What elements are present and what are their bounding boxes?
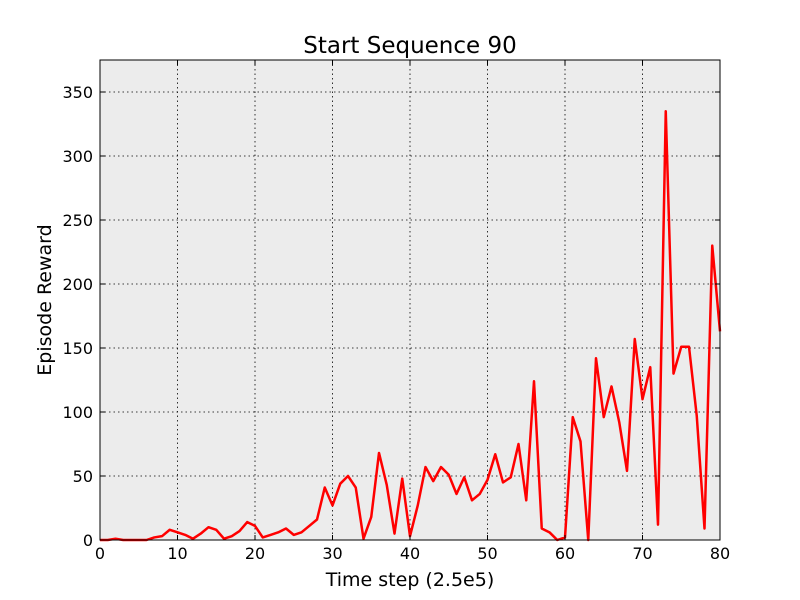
y-tick-label: 350	[62, 83, 93, 102]
grid-lines	[100, 60, 720, 540]
y-tick-label: 150	[62, 339, 93, 358]
y-tick-label: 300	[62, 147, 93, 166]
x-tick-label: 20	[245, 544, 265, 563]
x-tick-label: 40	[400, 544, 420, 563]
y-tick-labels: 0 50 100 150 200 250 300 350	[62, 83, 93, 550]
chart-title: Start Sequence 90	[303, 33, 517, 59]
y-tick-label: 250	[62, 211, 93, 230]
y-axis-title: Episode Reward	[34, 224, 56, 375]
tick-marks	[99, 60, 721, 541]
x-tick-labels: 0 10 20 30 40 50 60 70 80	[95, 544, 730, 563]
x-axis-title: Time step (2.5e5)	[325, 569, 495, 591]
x-tick-label: 70	[632, 544, 652, 563]
x-tick-label: 10	[167, 544, 187, 563]
x-tick-label: 0	[95, 544, 105, 563]
x-tick-label: 80	[710, 544, 730, 563]
y-tick-label: 0	[83, 531, 93, 550]
x-tick-label: 50	[477, 544, 497, 563]
y-tick-label: 200	[62, 275, 93, 294]
x-tick-label: 30	[322, 544, 342, 563]
y-tick-label: 100	[62, 403, 93, 422]
y-tick-label: 50	[73, 467, 93, 486]
x-tick-label: 60	[555, 544, 575, 563]
